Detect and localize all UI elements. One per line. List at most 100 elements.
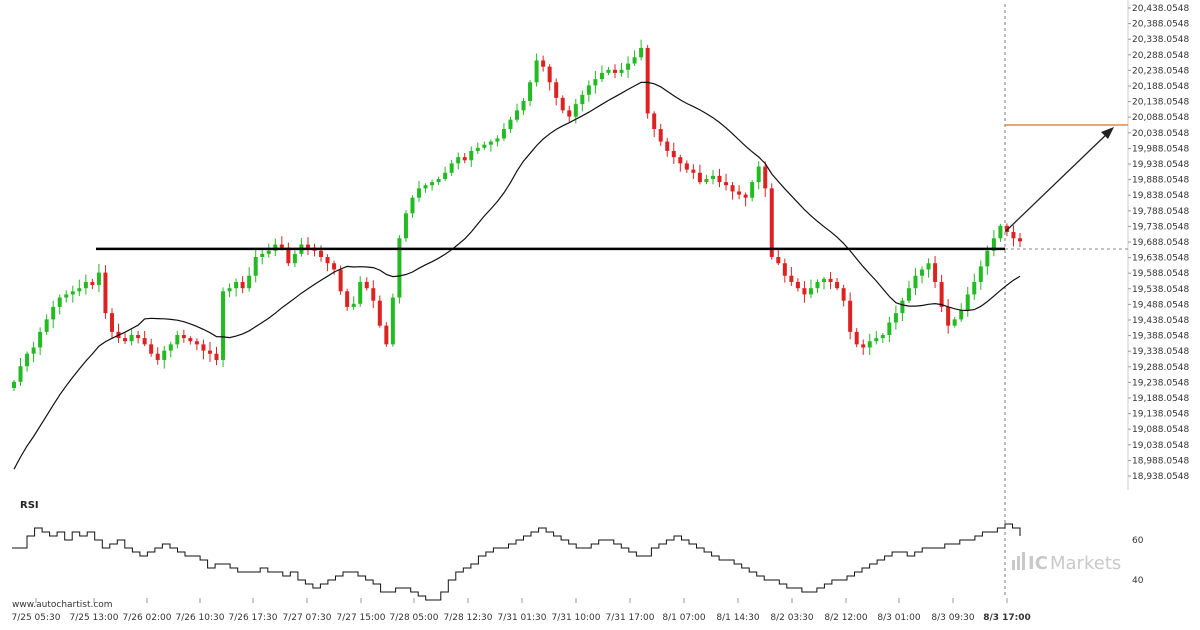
candle-up (626, 63, 631, 70)
candle-up (972, 281, 977, 295)
candle-down (848, 300, 853, 332)
candle-down (155, 353, 160, 360)
candle-down (724, 182, 729, 186)
candle-down (1011, 232, 1016, 239)
candle-up (501, 129, 506, 139)
candle-down (933, 263, 938, 282)
candle-down (181, 334, 186, 339)
x-tick-label: 7/28 05:00 (389, 613, 438, 623)
candle-down (854, 331, 859, 345)
y-tick-label: 20,388.0548 (1132, 20, 1190, 30)
y-tick-label: 19,388.0548 (1132, 332, 1190, 342)
candle-up (920, 269, 925, 276)
candle-up (710, 175, 715, 179)
brand-bar-2 (1017, 556, 1020, 570)
candles (12, 39, 1022, 392)
candle-down (743, 194, 748, 198)
candle-up (410, 197, 415, 214)
candle-up (456, 157, 461, 164)
candle-up (586, 85, 591, 95)
y-tick-label: 18,988.0548 (1132, 456, 1190, 466)
y-tick-label: 20,438.0548 (1132, 4, 1190, 14)
candle-down (123, 338, 128, 342)
candle-up (77, 288, 82, 292)
y-tick-label: 19,238.0548 (1132, 378, 1190, 388)
candle-up (528, 82, 533, 101)
y-tick-label: 19,088.0548 (1132, 425, 1190, 435)
y-tick-label: 18,938.0548 (1132, 472, 1190, 482)
candle-down (795, 281, 800, 289)
candle-up (887, 322, 892, 335)
candle-down (201, 344, 206, 351)
candle-up (351, 303, 356, 307)
y-tick-label: 19,938.0548 (1132, 160, 1190, 170)
candle-down (240, 281, 245, 289)
candle-down (567, 110, 572, 117)
candle-down (684, 163, 689, 170)
candle-down (286, 247, 291, 264)
candle-down (279, 244, 284, 248)
x-tick-label: 8/1 14:30 (716, 613, 760, 623)
candle-up (64, 294, 69, 298)
candle-up (632, 57, 637, 64)
candle-down (1004, 225, 1009, 233)
y-axis-ticks: 20,438.0548 20,388.0548 20,338.0548 20,288.… (1128, 4, 1190, 482)
candle-down (364, 281, 369, 289)
brand-logo: IC Markets (1012, 552, 1121, 574)
candle-down (207, 350, 212, 354)
candle-up (867, 341, 872, 348)
candle-up (57, 297, 62, 307)
candle-up (580, 94, 585, 105)
y-tick-label: 19,138.0548 (1132, 410, 1190, 420)
brand-bar-1 (1012, 560, 1015, 570)
candle-down (325, 256, 330, 264)
rsi-level-60: 60 (1132, 536, 1144, 546)
brand-bar-3 (1022, 552, 1025, 570)
candle-up (822, 278, 827, 282)
x-tick-label: 7/31 01:30 (497, 613, 546, 623)
candle-up (704, 178, 709, 183)
candle-up (998, 225, 1003, 239)
x-tick-label: 7/26 10:30 (175, 613, 224, 623)
candle-up (443, 172, 448, 179)
candle-up (51, 306, 56, 320)
candle-down (305, 244, 310, 248)
candle-down (547, 66, 552, 83)
candle-down (802, 288, 807, 295)
candle-up (162, 350, 167, 360)
candle-up (417, 188, 422, 198)
rsi-series (12, 523, 1021, 601)
candle-down (939, 281, 944, 307)
x-tick-label: 8/1 07:00 (662, 613, 706, 623)
candle-up (874, 338, 879, 342)
y-tick-label: 19,688.0548 (1132, 238, 1190, 248)
candle-up (488, 141, 493, 145)
candle-up (96, 272, 101, 286)
candle-down (861, 344, 866, 348)
candle-up (913, 275, 918, 289)
candle-up (959, 310, 964, 320)
candle-up (639, 47, 644, 58)
candle-down (142, 338, 147, 345)
watermark-url: www.autochartist.com (12, 600, 113, 610)
candle-up (900, 300, 905, 314)
candle-down (717, 175, 722, 183)
candle-down (319, 250, 324, 257)
candle-down (737, 191, 742, 195)
candle-down (384, 325, 389, 345)
candle-up (358, 281, 363, 304)
moving-average (13, 81, 1021, 470)
candle-down (136, 334, 141, 339)
candle-up (926, 263, 931, 270)
price-panel (0, 0, 1128, 490)
candle-down (194, 341, 199, 345)
candle-up (521, 100, 526, 111)
candle-up (534, 60, 539, 83)
y-tick-label: 20,238.0548 (1132, 66, 1190, 76)
y-tick-label: 20,288.0548 (1132, 51, 1190, 61)
x-tick-label: 8/3 01:00 (877, 613, 921, 623)
x-tick-label: 8/3 09:30 (931, 613, 975, 623)
candle-up (508, 119, 513, 130)
y-tick-label: 19,488.0548 (1132, 300, 1190, 310)
